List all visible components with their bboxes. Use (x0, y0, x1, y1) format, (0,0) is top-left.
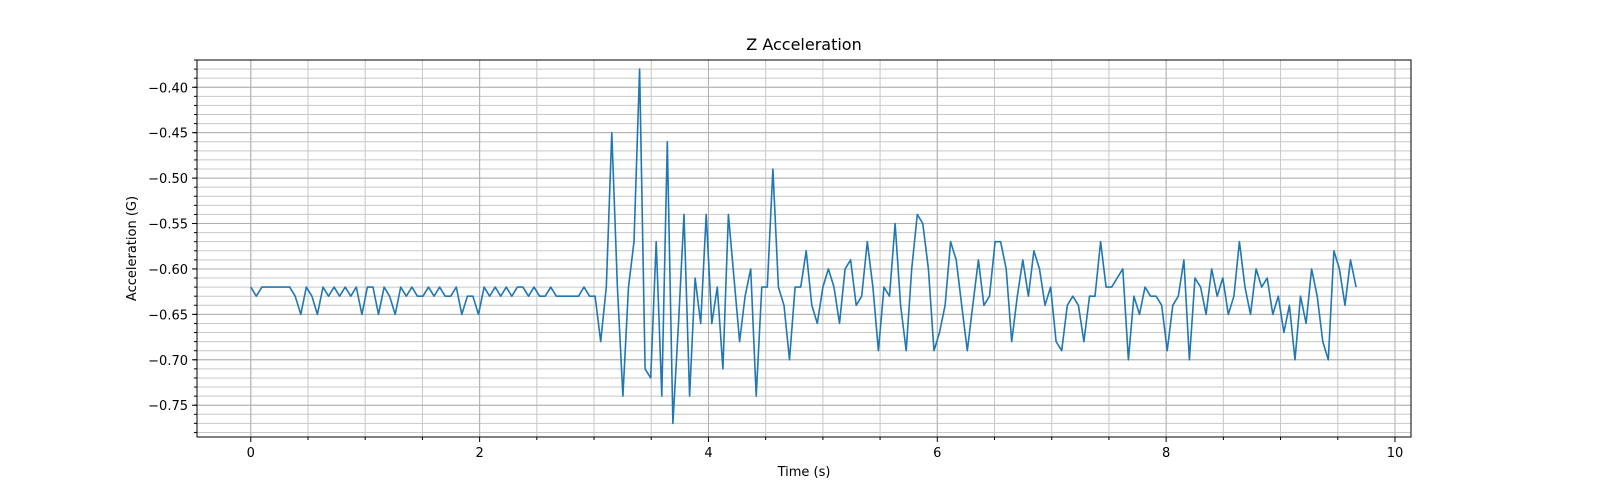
y-axis-ticks: −0.75 −0.70 −0.65 −0.60 −0.55 −0.50 −0.45 −0.40 (148, 59, 197, 433)
x-tick-label: 2 (475, 446, 483, 461)
y-tick-label: −0.50 (148, 172, 188, 187)
y-tick-label: −0.60 (148, 263, 188, 278)
y-tick-label: −0.65 (148, 308, 188, 323)
x-axis-ticks: 0 2 4 6 8 10 (247, 437, 1404, 461)
chart-title: Z Acceleration (746, 35, 861, 54)
x-tick-label: 6 (933, 446, 941, 461)
y-tick-label: −0.55 (148, 218, 188, 233)
y-tick-label: −0.70 (148, 354, 188, 369)
x-tick-label: 0 (247, 446, 255, 461)
y-tick-label: −0.75 (148, 399, 188, 414)
x-axis-label: Time (s) (777, 465, 831, 480)
y-tick-label: −0.40 (148, 81, 188, 96)
x-tick-label: 4 (704, 446, 712, 461)
plot-frame (196, 59, 1412, 438)
y-tick-label: −0.45 (148, 127, 188, 142)
y-axis-label: Acceleration (G) (125, 196, 140, 301)
major-gridlines (197, 60, 1411, 437)
series-line (250, 68, 1357, 425)
x-tick-label: 10 (1387, 446, 1404, 461)
x-tick-label: 8 (1162, 446, 1170, 461)
